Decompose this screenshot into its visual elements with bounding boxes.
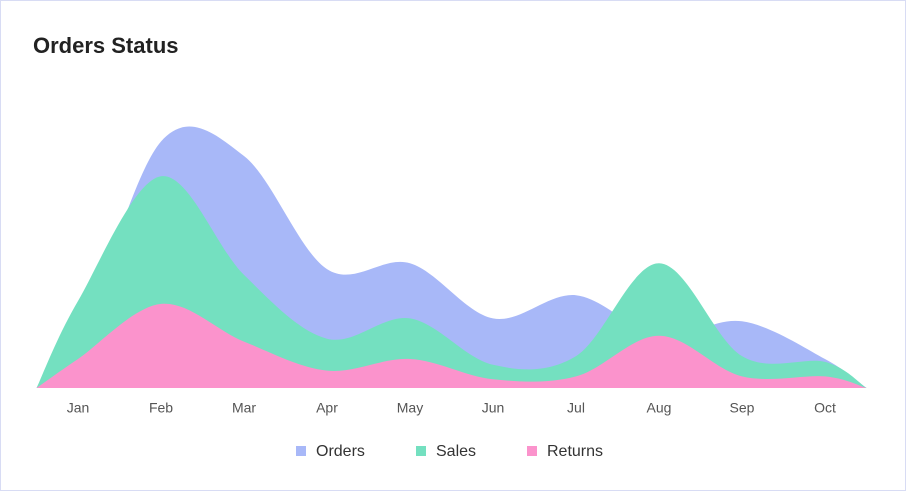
legend-label: Returns: [547, 443, 603, 460]
x-tick-label: Jun: [482, 400, 505, 416]
chart-title: Orders Status: [33, 33, 179, 58]
x-tick-label: Sep: [730, 400, 755, 416]
legend-label: Sales: [436, 443, 476, 460]
legend-label: Orders: [316, 443, 365, 460]
x-tick-label: Mar: [232, 400, 256, 416]
legend-marker: [527, 446, 537, 456]
area: [36, 176, 867, 388]
x-tick-label: May: [397, 400, 423, 416]
x-tick-label: Jan: [67, 400, 90, 416]
x-tick-label: Apr: [316, 400, 338, 416]
legend-marker: [416, 446, 426, 456]
x-tick-label: Oct: [814, 400, 836, 416]
x-tick-label: Feb: [149, 400, 173, 416]
legend-marker: [296, 446, 306, 456]
x-tick-label: Aug: [647, 400, 672, 416]
area: [36, 303, 867, 388]
x-tick-label: Jul: [567, 400, 585, 416]
